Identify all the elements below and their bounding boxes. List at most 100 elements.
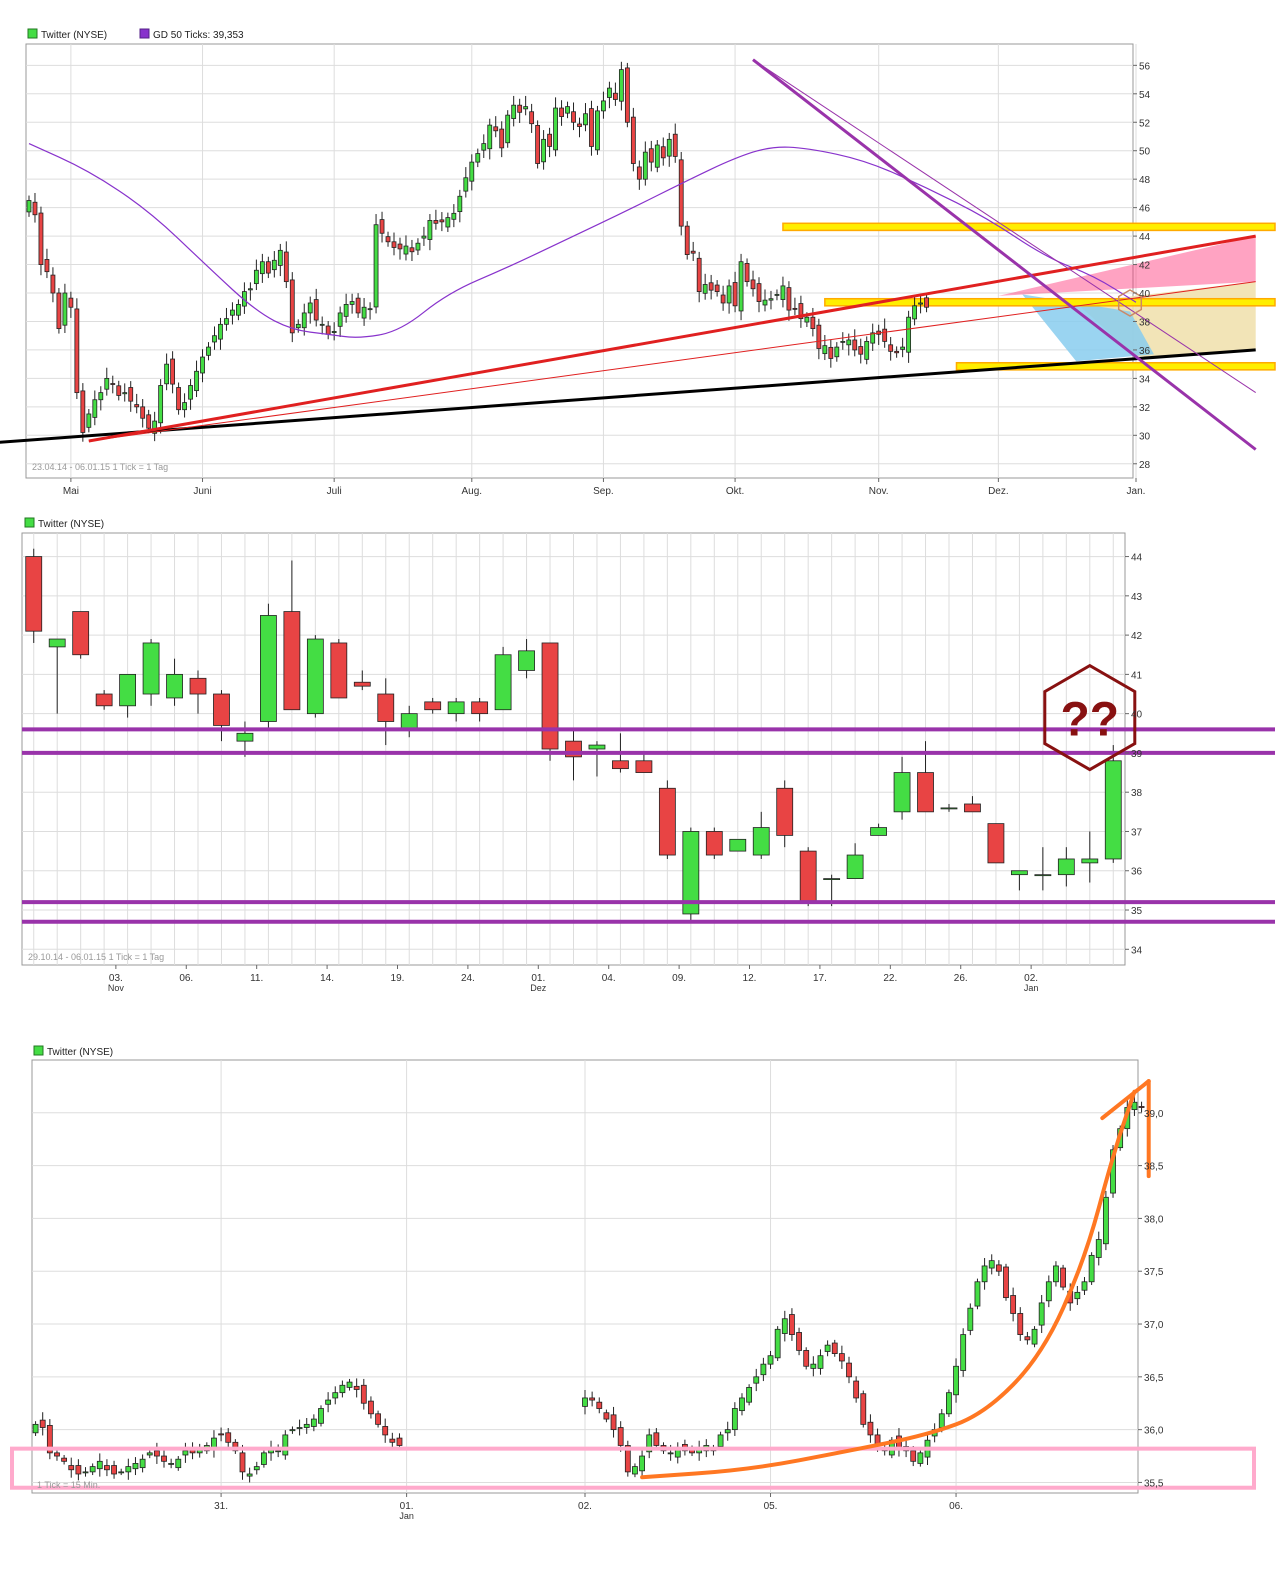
candle-down	[660, 146, 666, 159]
candle-down	[882, 328, 888, 342]
candle-down	[888, 344, 894, 352]
candle-up	[893, 772, 911, 813]
zoom-chart-panel: Twitter (NYSE) ?? 34 35 36 37 38 39 40 41 42 43 44…	[21, 517, 1275, 993]
candle-down	[838, 1353, 845, 1362]
candle-up	[447, 701, 465, 715]
y-tick-label: 38,5	[1144, 1162, 1164, 1173]
candle-up	[1045, 1281, 1052, 1302]
candle-down	[325, 325, 331, 335]
candle-down	[596, 1401, 603, 1409]
candle-up	[349, 301, 355, 305]
candle-down	[433, 220, 439, 224]
candle-up	[469, 161, 475, 182]
candle-up	[246, 1473, 253, 1477]
candle-up	[739, 1397, 745, 1412]
candle-down	[153, 1450, 160, 1457]
x-tick-label: 11.	[250, 973, 263, 984]
candle-down	[25, 556, 43, 632]
candle-up	[48, 638, 66, 648]
panel2-footer: 29.10.14 - 06.01.15 1 Tick = 1 Tag	[28, 952, 164, 962]
candle-down	[577, 123, 582, 127]
candle-up	[325, 1399, 332, 1405]
ma50-line	[28, 143, 1137, 338]
candle-down	[589, 1397, 596, 1401]
candle-down	[110, 383, 116, 385]
candle-down	[964, 803, 981, 813]
candle-down	[189, 677, 207, 695]
x-tick-sublabel: Jan	[1024, 983, 1039, 993]
candle-down	[283, 611, 301, 711]
candle-up	[118, 1471, 125, 1474]
candle-up	[824, 1344, 831, 1352]
plot-frame	[25, 43, 1134, 479]
y-tick-label: 42	[1131, 631, 1143, 642]
x-tick-label: Nov.	[869, 486, 889, 497]
candle-down	[732, 282, 738, 307]
y-tick-label: 48	[1139, 175, 1151, 186]
candle-up	[752, 827, 770, 856]
candle-down	[796, 1332, 802, 1351]
candle-up	[781, 1318, 788, 1334]
x-tick-label: 26.	[954, 973, 968, 984]
candle-up	[182, 402, 187, 411]
candle-up	[89, 1466, 96, 1473]
candle-up	[445, 217, 451, 228]
candle-down	[1003, 1266, 1009, 1299]
candle-down	[1060, 1267, 1066, 1288]
x-tick-label: 04.	[602, 973, 616, 984]
candle-up	[277, 249, 283, 266]
trendline	[0, 348, 1256, 444]
candle-down	[630, 116, 636, 164]
arrow-head-left	[1100, 1079, 1151, 1121]
candle-down	[853, 1380, 860, 1399]
candle-down	[860, 1393, 867, 1425]
candle-up	[717, 1434, 724, 1447]
candle-up	[817, 1355, 824, 1369]
candle-up	[260, 615, 277, 722]
legend-label-ma: GD 50 Ticks: 39,353	[153, 30, 244, 41]
candle-down	[987, 823, 1005, 864]
panel1-footer: 23.04.14 - 06.01.15 1 Tick = 1 Tag	[32, 462, 168, 472]
candle-up	[582, 1397, 588, 1407]
candle-down	[1138, 1106, 1145, 1108]
candle-up	[738, 261, 744, 312]
candle-up	[253, 269, 259, 285]
candle-down	[517, 104, 523, 113]
candle-up	[940, 807, 958, 810]
candle-down	[894, 350, 900, 354]
x-tick-label: 01.	[531, 973, 545, 984]
candle-up	[632, 1466, 638, 1475]
candle-up	[403, 245, 409, 255]
x-tick-label: 03.	[109, 973, 123, 984]
candle-up	[646, 1434, 653, 1453]
candle-up	[1031, 1328, 1038, 1345]
candle-down	[368, 1400, 374, 1415]
candle-up	[494, 654, 512, 711]
candle-down	[44, 259, 50, 273]
panel3-footer: 1 Tick = 15 Min.	[37, 1480, 100, 1490]
panel1-support-bands	[782, 222, 1276, 371]
y-tick-label: 30	[1139, 431, 1151, 442]
candle-up	[1081, 858, 1099, 864]
candle-down	[389, 1438, 396, 1443]
candle-up	[917, 1452, 924, 1464]
legend-green-square-icon	[24, 517, 35, 528]
candle-up	[200, 356, 205, 374]
candle-down	[786, 287, 792, 311]
candle-up	[746, 1386, 753, 1403]
candle-down	[756, 283, 762, 302]
candle-up	[98, 392, 104, 401]
candle-up	[918, 302, 923, 305]
candle-down	[867, 1421, 874, 1436]
candle-up	[194, 370, 199, 392]
y-tick-label: 42	[1139, 261, 1151, 272]
candle-up	[421, 235, 427, 239]
y-tick-label: 34	[1139, 374, 1151, 385]
y-tick-label: 28	[1139, 460, 1151, 471]
candle-down	[396, 1437, 403, 1446]
candle-up	[331, 331, 337, 333]
candle-down	[714, 284, 720, 292]
x-tick-sublabel: Nov	[108, 983, 125, 993]
y-tick-label: 50	[1139, 147, 1151, 158]
candle-up	[319, 323, 325, 326]
